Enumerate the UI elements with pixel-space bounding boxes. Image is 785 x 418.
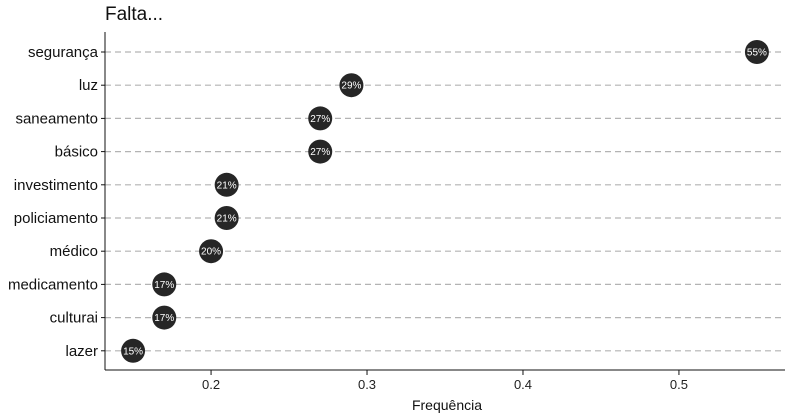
data-label: 27%	[310, 114, 330, 125]
data-point	[308, 106, 333, 131]
category-label: investimento	[14, 177, 98, 194]
category-label: culturai	[50, 310, 98, 327]
data-label: 15%	[123, 346, 143, 357]
data-label: 21%	[217, 180, 237, 191]
chart-title: Falta...	[105, 4, 163, 25]
data-point	[339, 73, 364, 98]
data-point	[214, 172, 239, 197]
data-label: 20%	[201, 247, 221, 258]
data-point	[199, 239, 224, 264]
category-label: médico	[50, 243, 98, 260]
category-label: lazer	[65, 343, 98, 360]
data-point	[214, 206, 239, 230]
data-label: 17%	[154, 313, 174, 324]
data-label: 27%	[310, 147, 330, 158]
category-labels: segurança luz saneamento básico investimento…	[8, 44, 105, 360]
data-point	[121, 338, 146, 363]
category-label: policiamento	[14, 210, 98, 227]
x-tick-label: 0.4	[514, 377, 532, 392]
x-axis-ticks: 0.2 0.3 0.4 0.5	[202, 370, 688, 392]
data-label: 29%	[341, 81, 361, 92]
x-tick-label: 0.5	[670, 377, 688, 392]
x-axis-title: Frequência	[412, 397, 482, 413]
data-point	[744, 40, 769, 64]
x-tick-label: 0.3	[358, 377, 376, 392]
data-point	[308, 139, 333, 164]
category-label: segurança	[28, 44, 99, 61]
category-label: saneamento	[15, 110, 98, 127]
x-tick-label: 0.2	[202, 377, 220, 392]
data-point	[152, 305, 177, 330]
data-point	[152, 272, 177, 297]
data-points: 55% 29% 27% 27% 21% 21% 20% 17% 17% 15%	[121, 40, 769, 363]
category-label: luz	[79, 77, 98, 94]
axes	[104, 32, 785, 371]
category-label: medicamento	[8, 276, 98, 293]
data-label: 55%	[747, 48, 767, 59]
data-label: 17%	[154, 280, 174, 291]
category-label: básico	[55, 144, 98, 161]
grid-lines	[105, 51, 785, 352]
data-label: 21%	[217, 214, 237, 225]
